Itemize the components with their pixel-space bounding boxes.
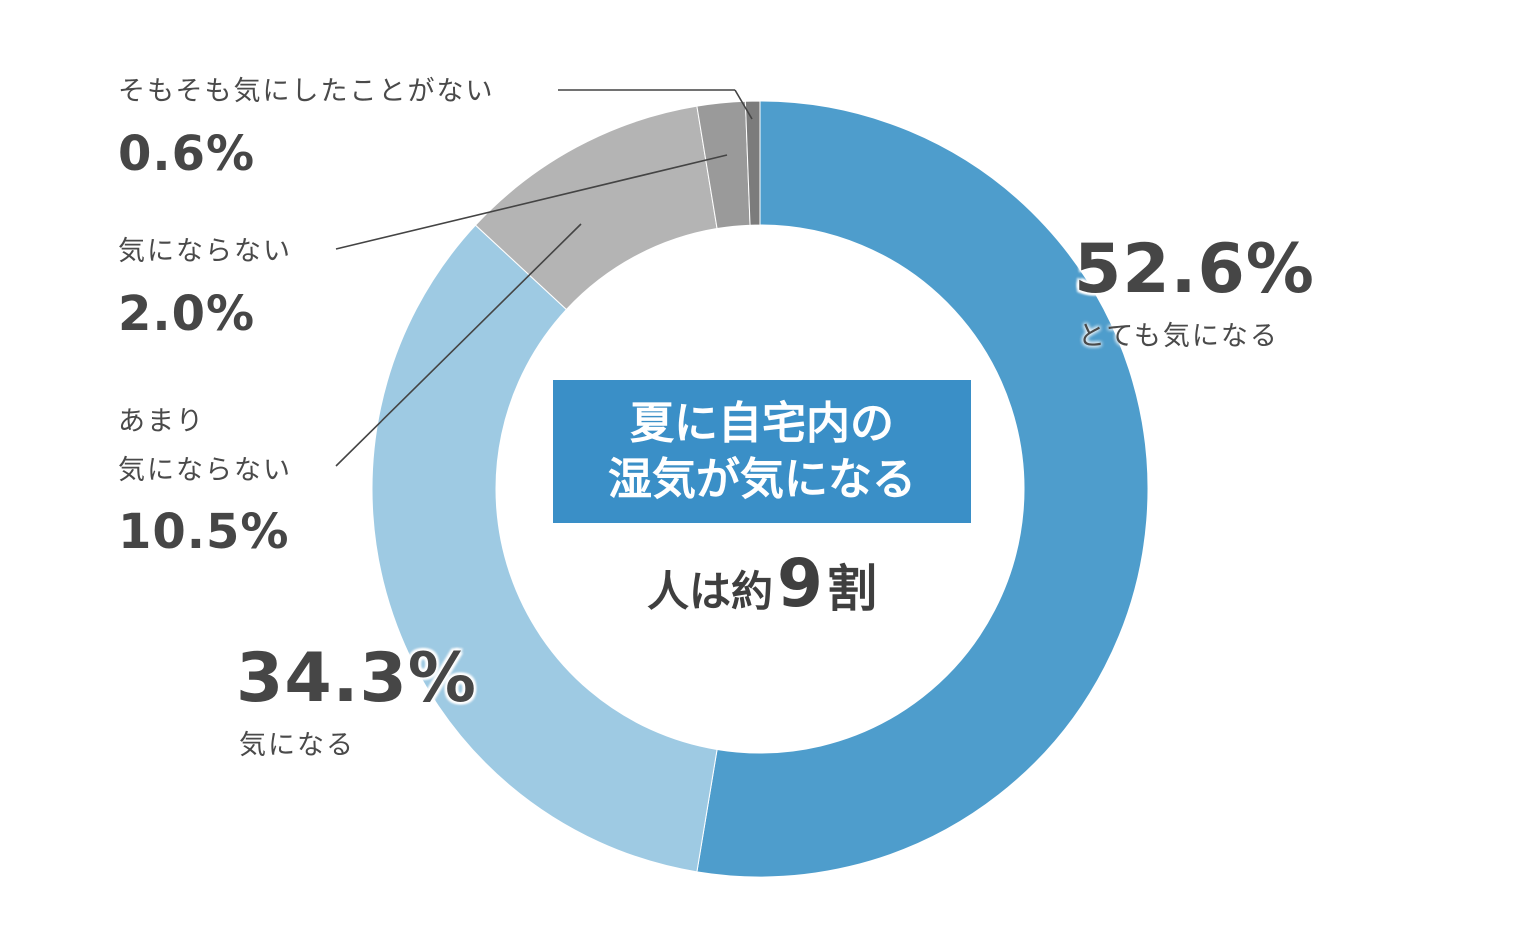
category-label-not-much-line2: 気にならない bbox=[118, 455, 292, 486]
category-label-not-concerned: 気にならない bbox=[118, 236, 292, 267]
center-title-box: 夏に自宅内の 湿気が気になる bbox=[553, 380, 971, 523]
donut-slices bbox=[371, 100, 1149, 878]
center-title-line1: 夏に自宅内の bbox=[630, 398, 894, 449]
center-subtitle-number: 9 bbox=[777, 545, 823, 622]
value-label-not-much: 10.5% bbox=[118, 504, 290, 560]
value-label-very-concerned: 52.6% bbox=[1074, 230, 1315, 309]
center-title-line2: 湿気が気になる bbox=[608, 454, 916, 505]
category-label-not-much-line1: あまり bbox=[118, 406, 205, 437]
leader-line-not-concerned bbox=[335, 154, 728, 250]
value-label-concerned: 34.3% bbox=[236, 639, 477, 718]
slice-concerned bbox=[371, 224, 718, 873]
center-subtitle: 人は約9割 bbox=[553, 545, 971, 622]
leader-lines bbox=[335, 89, 753, 467]
value-label-not-concerned: 2.0% bbox=[118, 286, 256, 342]
category-label-never: そもそも気にしたことがない bbox=[118, 76, 495, 107]
center-subtitle-prefix: 人は約 bbox=[647, 567, 774, 616]
slice-very-concerned bbox=[696, 100, 1149, 878]
leader-line-not-much bbox=[335, 223, 582, 467]
category-label-very-concerned: とても気になる bbox=[1078, 321, 1279, 352]
center-subtitle-suffix: 割 bbox=[826, 560, 877, 618]
value-label-never: 0.6% bbox=[118, 126, 256, 182]
category-label-concerned: 気になる bbox=[239, 730, 355, 761]
slice-never bbox=[744, 100, 761, 226]
leader-line-never-diag bbox=[734, 89, 753, 120]
